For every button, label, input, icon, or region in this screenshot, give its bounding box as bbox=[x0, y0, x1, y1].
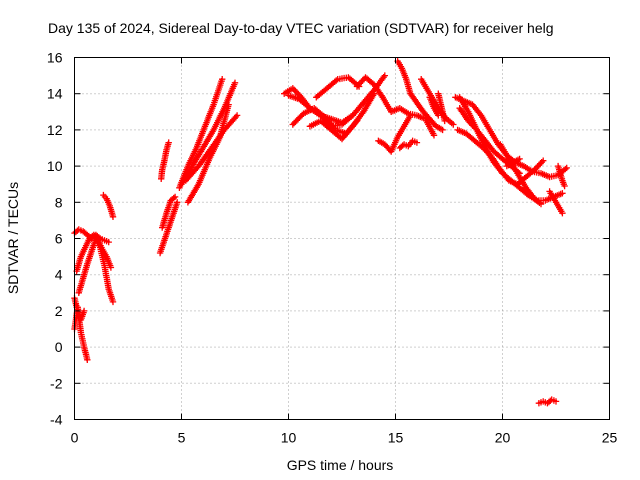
x-tick-label: 20 bbox=[495, 430, 511, 446]
series-pass-ah bbox=[535, 396, 560, 407]
series-pass-u bbox=[375, 112, 414, 155]
series-pass-t bbox=[394, 57, 446, 134]
data-point-markers bbox=[435, 90, 448, 125]
y-tick-label: -4 bbox=[50, 412, 63, 428]
data-point-markers bbox=[497, 141, 545, 208]
data-point-markers bbox=[503, 155, 523, 170]
data-point-markers bbox=[396, 137, 421, 152]
series-pass-q bbox=[306, 90, 378, 143]
y-tick-label: 4 bbox=[55, 267, 63, 283]
series-pass-i bbox=[159, 193, 179, 231]
chart-title: Day 135 of 2024, Sidereal Day-to-day VTE… bbox=[48, 20, 554, 36]
data-point-markers bbox=[394, 57, 446, 134]
data-point-markers bbox=[313, 74, 363, 101]
y-tick-label: 14 bbox=[47, 86, 63, 102]
y-tick-label: 12 bbox=[47, 122, 63, 138]
y-axis-title: SDTVAR / TECUs bbox=[5, 182, 21, 294]
y-tick-label: 10 bbox=[47, 158, 63, 174]
y-tick-label: 6 bbox=[55, 231, 63, 247]
series-pass-af bbox=[546, 188, 566, 217]
data-point-markers bbox=[456, 94, 506, 177]
data-point-markers bbox=[156, 199, 181, 257]
data-point-markers bbox=[100, 191, 117, 220]
data-point-markers bbox=[182, 112, 241, 184]
data-point-markers bbox=[184, 101, 232, 206]
y-tick-label: 2 bbox=[55, 303, 63, 319]
series-pass-ag bbox=[554, 162, 568, 190]
series-pass-m bbox=[184, 101, 232, 206]
data-point-markers bbox=[546, 188, 566, 217]
y-tick-label: -2 bbox=[50, 375, 63, 391]
series-pass-f bbox=[100, 191, 117, 220]
y-tick-label: 16 bbox=[47, 50, 63, 66]
x-tick-label: 25 bbox=[602, 430, 618, 446]
axis-ticks: 0 5 10 15 20 25 -4 -2 0 2 4 6 8 10 12 14 16 bbox=[47, 50, 618, 446]
data-point-markers bbox=[159, 193, 179, 231]
series-pass-x bbox=[426, 94, 442, 119]
data-point-markers bbox=[554, 162, 568, 190]
series-pass-v bbox=[396, 137, 421, 152]
series-pass-r bbox=[313, 74, 363, 101]
y-tick-label: 8 bbox=[55, 194, 63, 210]
series-pass-g bbox=[158, 139, 172, 182]
series-pass-k bbox=[178, 79, 239, 188]
data-point-markers bbox=[306, 90, 378, 143]
data-points bbox=[71, 57, 570, 407]
x-tick-label: 0 bbox=[71, 430, 79, 446]
x-tick-label: 15 bbox=[388, 430, 404, 446]
x-tick-label: 5 bbox=[178, 430, 186, 446]
data-point-markers bbox=[375, 112, 414, 155]
series-pass-l bbox=[182, 112, 241, 184]
data-point-markers bbox=[178, 79, 239, 188]
data-point-markers bbox=[426, 94, 442, 119]
series-pass-ai bbox=[503, 155, 523, 170]
series-pass-h bbox=[156, 199, 181, 257]
series-pass-y bbox=[435, 90, 448, 125]
series-pass-e bbox=[75, 235, 117, 306]
data-point-markers bbox=[75, 235, 117, 306]
series-pass-s bbox=[353, 74, 438, 139]
y-tick-label: 0 bbox=[55, 339, 63, 355]
data-point-markers bbox=[158, 139, 172, 182]
series-pass-ad bbox=[497, 141, 545, 208]
grid bbox=[74, 57, 610, 420]
data-point-markers bbox=[535, 396, 560, 407]
x-tick-label: 10 bbox=[281, 430, 297, 446]
x-axis-title: GPS time / hours bbox=[287, 457, 394, 473]
series-pass-ae bbox=[456, 94, 506, 177]
data-point-markers bbox=[353, 74, 438, 139]
